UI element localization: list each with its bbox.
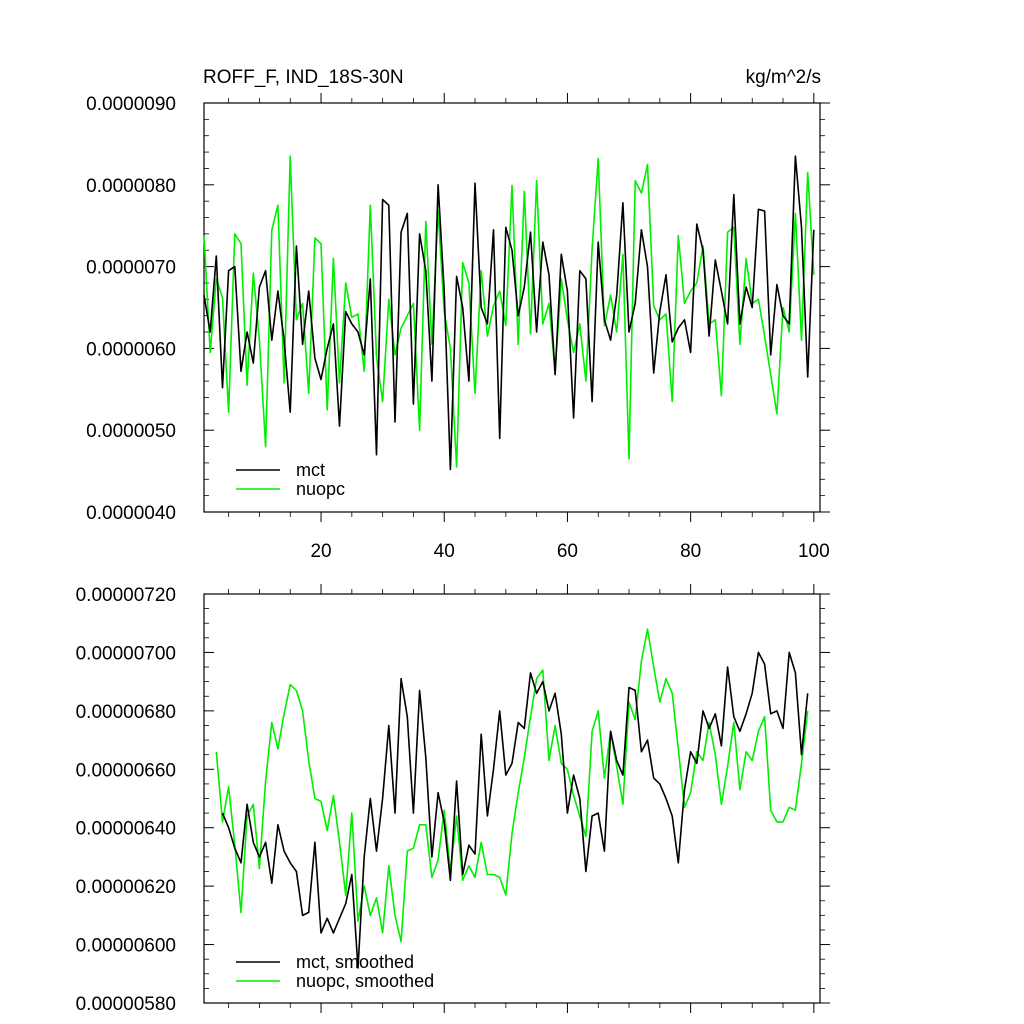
timeseries-panel: ROFF_F, IND_18S-30N kg/m^2/s 20 40 60 80 100… (86, 67, 830, 562)
plot-frame (203, 593, 821, 1004)
legend-label: nuopc, smoothed (296, 971, 434, 991)
smoothed-timeseries-panel: 0.00000580 0.00000600 0.00000620 0.00000640… (76, 584, 830, 1015)
y-tick-label: 0.00000720 (76, 585, 176, 606)
y-tick-label: 0.00000680 (76, 702, 176, 723)
series-line-nuopc-smoothed (215, 628, 809, 943)
y-tick-label: 0.00000700 (76, 643, 176, 664)
y-tick-label: 0.0000080 (86, 176, 176, 197)
y-tick-label: 0.0000090 (86, 94, 176, 115)
legend-label: nuopc (296, 479, 345, 499)
y-tick-label: 0.00000620 (76, 877, 176, 898)
x-tick-label: 40 (434, 541, 455, 562)
legend-label: mct (296, 460, 325, 480)
chart-title: ROFF_F, IND_18S-30N (203, 67, 404, 88)
y-tick-label: 0.0000060 (86, 339, 176, 360)
x-tick-label: 100 (798, 541, 830, 562)
y-tick-label: 0.00000660 (76, 760, 176, 781)
legend-label: mct, smoothed (296, 952, 414, 972)
y-tick-label: 0.0000070 (86, 258, 176, 279)
series-line-mct (203, 155, 815, 471)
series-line-nuopc (203, 155, 815, 468)
x-tick-label: 80 (680, 541, 701, 562)
y-tick-label: 0.00000580 (76, 994, 176, 1015)
y-tick-label: 0.00000600 (76, 936, 176, 957)
units-label: kg/m^2/s (746, 67, 821, 88)
y-tick-label: 0.0000040 (86, 503, 176, 524)
plot-frame (203, 102, 821, 513)
x-tick-label: 60 (557, 541, 578, 562)
series-line-mct-smoothed (221, 651, 809, 969)
y-tick-label: 0.00000640 (76, 819, 176, 840)
x-tick-label: 20 (310, 541, 331, 562)
y-tick-label: 0.0000050 (86, 421, 176, 442)
